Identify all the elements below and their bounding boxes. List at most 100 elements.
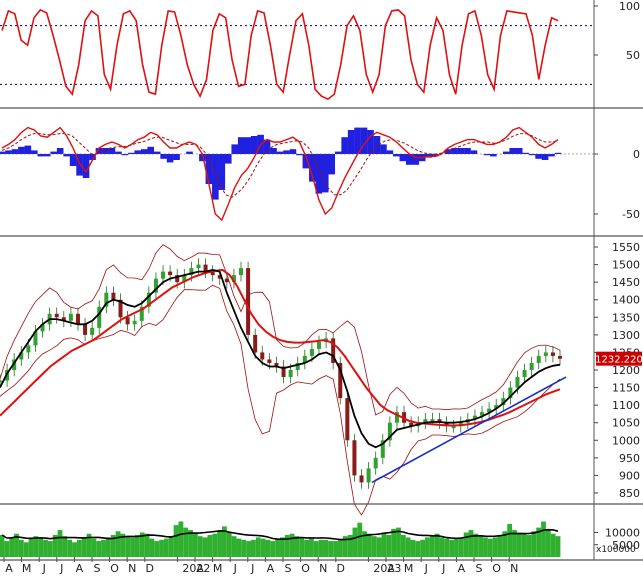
volume-tick-label: 10000 (605, 527, 640, 540)
macd-histogram-bar (483, 154, 491, 156)
price-candle-body (430, 419, 435, 422)
volume-bar (492, 537, 498, 557)
price-candle-body (83, 324, 88, 335)
macd-tick-label: 0 (633, 148, 640, 161)
price-candle-body (302, 355, 307, 363)
macd-histogram-bar (334, 151, 342, 154)
volume-bar (487, 538, 493, 557)
macd-histogram-bar (224, 154, 232, 164)
x-axis-tick-label: N (128, 562, 136, 575)
macd-histogram-bar (276, 151, 284, 154)
volume-bar (328, 541, 334, 557)
macd-histogram-bar (373, 136, 381, 154)
volume-bar (516, 532, 522, 557)
price-candle-body (373, 457, 378, 469)
x-axis-tick-label: O (492, 562, 501, 575)
macd-histogram-bar (399, 154, 407, 162)
volume-bar (478, 536, 484, 557)
volume-bar (246, 541, 251, 557)
volume-bar (434, 533, 440, 557)
volume-bar (284, 534, 290, 557)
price-candle-body (536, 355, 541, 363)
macd-histogram-bar (360, 127, 368, 154)
macd-histogram-bar (457, 148, 465, 154)
volume-bar (18, 539, 24, 557)
stochastic-tick-label: 100 (619, 0, 640, 13)
price-candle-body (267, 359, 272, 363)
price-tick-label: 1300 (612, 329, 640, 342)
volume-bar (86, 533, 92, 557)
macd-histogram-bar (250, 136, 258, 154)
macd-histogram-bar (173, 154, 180, 160)
price-candle-body (210, 271, 215, 276)
price-candle-body (260, 352, 265, 360)
volume-bar (265, 539, 271, 557)
price-tick-label: 1500 (612, 259, 640, 272)
volume-bar (473, 533, 479, 557)
volume-bar (231, 536, 237, 557)
macd-histogram-bar (263, 139, 271, 154)
volume-bar (429, 536, 435, 557)
x-axis-tick-label: 2023 (373, 562, 401, 575)
macd-histogram-bar (24, 145, 32, 154)
price-candle-body (203, 264, 208, 272)
x-axis-tick-label: M (22, 562, 32, 575)
price-tick-label: 1400 (612, 294, 640, 307)
macd-histogram-bar (289, 149, 297, 154)
volume-bar (115, 531, 121, 557)
volume-bar (338, 539, 343, 557)
price-candle-body (61, 317, 66, 321)
macd-histogram-bar (166, 154, 174, 163)
volume-bar (507, 523, 513, 557)
price-tick-label: 1550 (612, 241, 640, 254)
volume-bar (342, 536, 348, 557)
price-candle-body (487, 408, 492, 413)
x-axis-tick-label: S (476, 562, 483, 575)
macd-histogram-bar (386, 150, 394, 154)
price-candle-body (522, 370, 527, 378)
price-candle-body (359, 475, 364, 483)
macd-histogram-bar (231, 144, 239, 154)
volume-bar (512, 530, 517, 557)
macd-histogram-bar (502, 151, 510, 154)
macd-panel: 0 -50 (0, 126, 640, 222)
macd-histogram-bar (199, 154, 206, 162)
macd-histogram-bar (50, 151, 58, 154)
price-candle-body (40, 324, 45, 332)
macd-histogram-bar (296, 154, 303, 156)
price-candle-body (125, 317, 130, 325)
macd-histogram-bar (354, 127, 361, 154)
volume-bar (323, 539, 329, 557)
price-candle-body (550, 352, 555, 356)
volume-bar (125, 536, 131, 557)
volume-bar (289, 533, 295, 557)
stochastic-panel: 100 50 (0, 0, 640, 101)
macd-histogram-bar (82, 154, 90, 178)
volume-bar (57, 530, 63, 557)
volume-bar (168, 536, 174, 557)
macd-histogram-bar (470, 150, 478, 154)
macd-histogram-bar (367, 130, 374, 154)
macd-histogram-bar (393, 154, 400, 157)
macd-histogram-bar (315, 154, 323, 194)
x-axis-tick-label: A (458, 562, 466, 575)
price-tick-label: 1000 (612, 434, 640, 447)
volume-bar (81, 537, 87, 557)
x-axis-tick-label: S (285, 562, 292, 575)
x-axis-tick-label: D (337, 562, 345, 575)
volume-bar (154, 541, 160, 557)
x-axis-tick-label: N (510, 562, 518, 575)
macd-histogram-bar (212, 154, 219, 200)
volume-bar (400, 534, 406, 557)
macd-histogram-bar (522, 152, 529, 154)
volume-bar (376, 537, 382, 557)
price-candle-body (139, 306, 144, 321)
volume-bar (410, 539, 416, 557)
price-tick-label: 850 (619, 487, 640, 500)
price-candle-body (543, 352, 548, 356)
macd-histogram-bar (406, 154, 413, 165)
macd-histogram-bar (535, 154, 542, 159)
volume-bar (72, 542, 77, 557)
volume-bar (449, 539, 455, 557)
